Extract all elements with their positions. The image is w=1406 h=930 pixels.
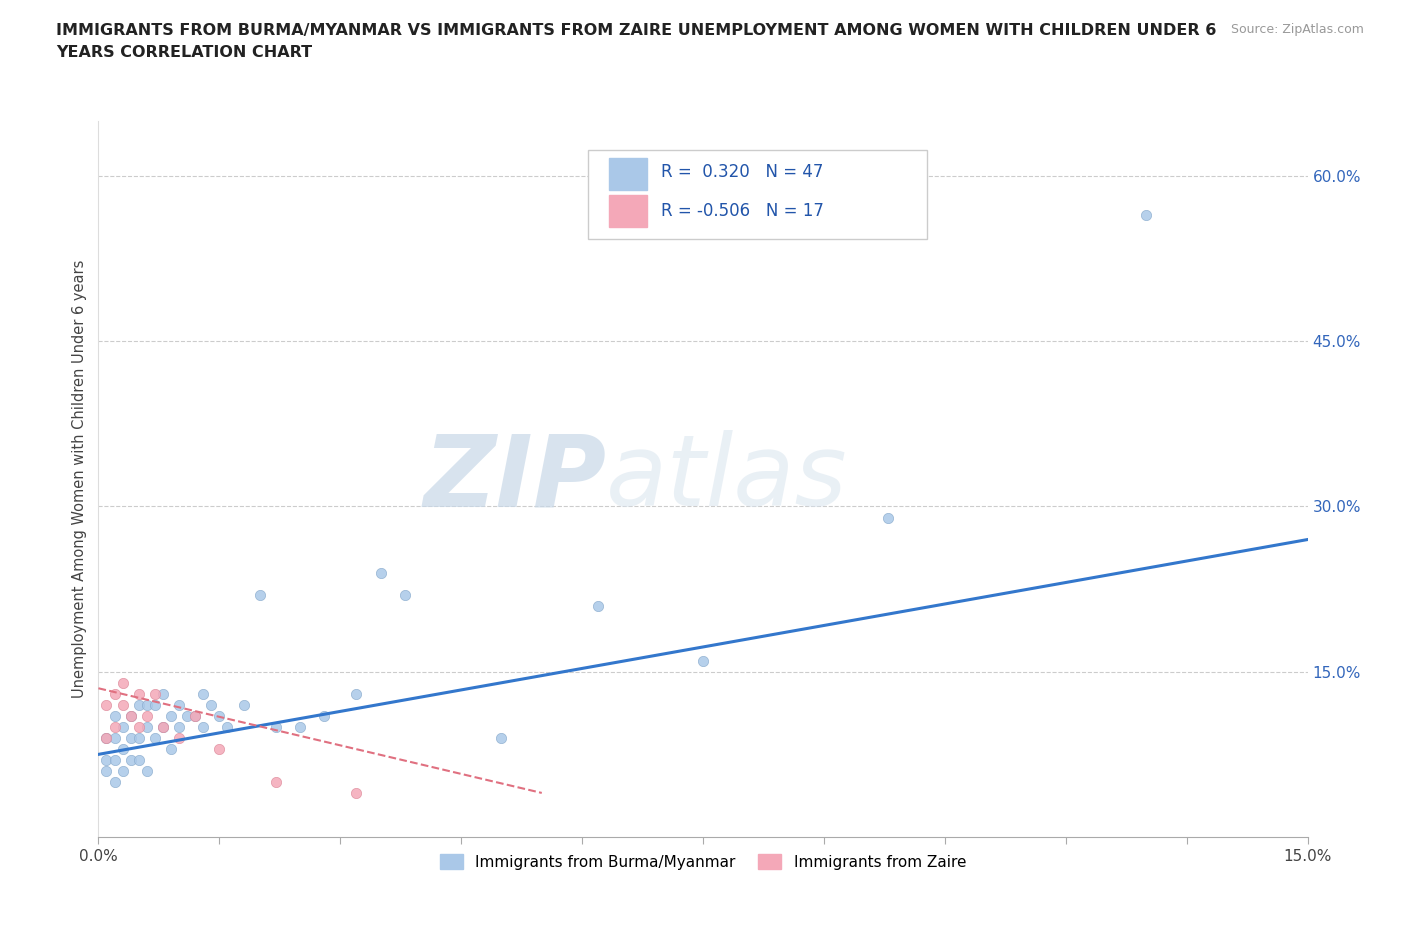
Point <box>96 730 118 745</box>
Point <box>160 741 183 756</box>
Point <box>314 709 336 724</box>
Point <box>128 730 150 745</box>
Point <box>103 752 125 767</box>
Point <box>344 786 367 801</box>
Point <box>128 686 150 701</box>
Point <box>288 720 311 735</box>
Point <box>208 741 231 756</box>
Legend: Immigrants from Burma/Myanmar, Immigrants from Zaire: Immigrants from Burma/Myanmar, Immigrant… <box>434 848 972 876</box>
Point <box>217 720 239 735</box>
Point <box>692 653 714 668</box>
Text: atlas: atlas <box>606 431 848 527</box>
Point <box>200 698 222 712</box>
Point <box>135 698 157 712</box>
Point <box>111 675 134 690</box>
Point <box>111 764 134 778</box>
Point <box>103 686 125 701</box>
FancyBboxPatch shape <box>588 150 927 239</box>
Point <box>103 730 125 745</box>
Point <box>249 587 271 602</box>
Point <box>135 764 157 778</box>
Point <box>135 709 157 724</box>
Text: IMMIGRANTS FROM BURMA/MYANMAR VS IMMIGRANTS FROM ZAIRE UNEMPLOYMENT AMONG WOMEN : IMMIGRANTS FROM BURMA/MYANMAR VS IMMIGRA… <box>56 23 1216 38</box>
Point <box>167 730 190 745</box>
Point <box>1135 207 1157 222</box>
Point <box>143 686 166 701</box>
Point <box>96 752 118 767</box>
Point <box>111 741 134 756</box>
Text: ZIP: ZIP <box>423 431 606 527</box>
Point <box>152 686 174 701</box>
Point <box>128 752 150 767</box>
Text: Source: ZipAtlas.com: Source: ZipAtlas.com <box>1230 23 1364 36</box>
Point <box>120 709 142 724</box>
Point <box>120 730 142 745</box>
Point <box>184 709 207 724</box>
Bar <box>609 195 647 227</box>
Point <box>586 598 609 613</box>
Text: R =  0.320   N = 47: R = 0.320 N = 47 <box>661 163 823 181</box>
Bar <box>609 158 647 190</box>
Point <box>128 720 150 735</box>
Point <box>208 709 231 724</box>
Point <box>111 698 134 712</box>
Point <box>103 709 125 724</box>
Point <box>491 730 513 745</box>
Point <box>96 730 118 745</box>
Point <box>111 720 134 735</box>
Point <box>135 720 157 735</box>
Point <box>344 686 367 701</box>
Point <box>96 764 118 778</box>
Point <box>96 698 118 712</box>
Point <box>167 720 190 735</box>
Text: R = -0.506   N = 17: R = -0.506 N = 17 <box>661 202 824 219</box>
Point <box>264 720 287 735</box>
Point <box>232 698 254 712</box>
Point <box>394 587 416 602</box>
Point <box>103 775 125 790</box>
Point <box>143 730 166 745</box>
Text: YEARS CORRELATION CHART: YEARS CORRELATION CHART <box>56 45 312 60</box>
Point <box>193 686 215 701</box>
Y-axis label: Unemployment Among Women with Children Under 6 years: Unemployment Among Women with Children U… <box>72 259 87 698</box>
Point <box>152 720 174 735</box>
Point <box>176 709 198 724</box>
Point <box>152 720 174 735</box>
Point <box>160 709 183 724</box>
Point <box>264 775 287 790</box>
Point <box>167 698 190 712</box>
Point <box>103 720 125 735</box>
Point <box>143 698 166 712</box>
Point <box>193 720 215 735</box>
Point <box>120 752 142 767</box>
Point <box>128 698 150 712</box>
Point <box>877 510 900 525</box>
Point <box>370 565 392 580</box>
Point <box>120 709 142 724</box>
Point <box>184 709 207 724</box>
